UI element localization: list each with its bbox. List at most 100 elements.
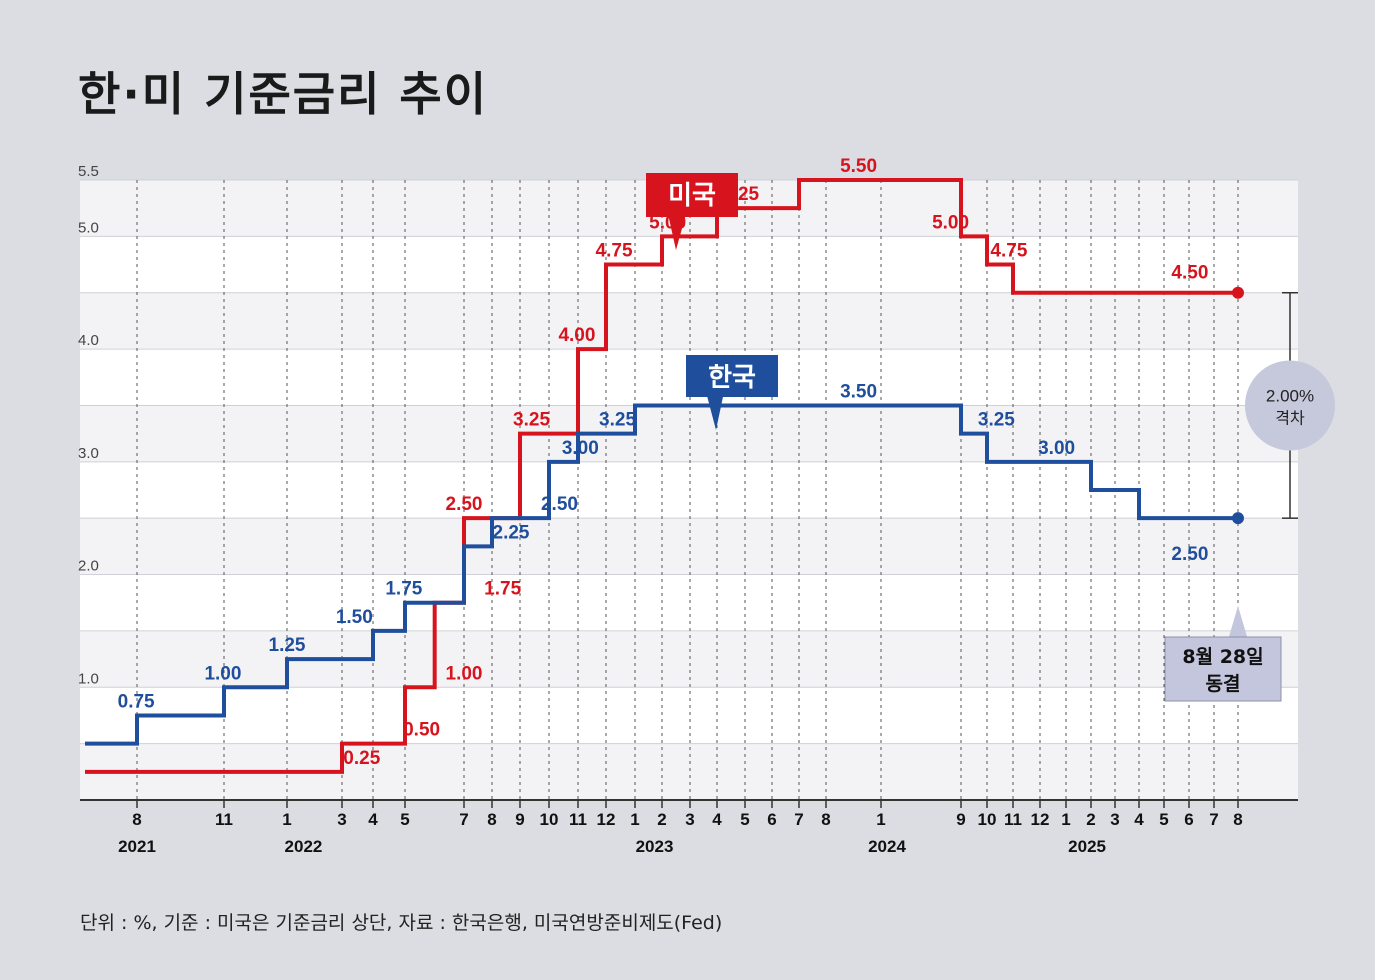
data-label: 4.75 <box>990 241 1027 262</box>
data-labels-kr: 0.751.001.251.501.752.252.503.003.253.50… <box>118 381 1209 712</box>
freeze-callout: 8월 28일 동결 <box>1164 606 1282 702</box>
x-tick-label: 12 <box>597 810 616 829</box>
data-label: 2.50 <box>541 494 578 515</box>
page-title: 한·미 기준금리 추이 <box>78 67 489 121</box>
x-tick-label: 3 <box>337 810 346 829</box>
year-label: 2024 <box>868 837 906 856</box>
x-tick-label: 4 <box>368 810 378 829</box>
freeze-callout-line2: 동결 <box>1206 673 1241 695</box>
freeze-callout-line1: 8월 28일 <box>1182 646 1263 668</box>
kr-callout-text: 한국 <box>708 363 756 393</box>
series-end-point <box>1232 512 1244 525</box>
freeze-callout-tail <box>1228 606 1248 640</box>
data-label: 1.75 <box>484 579 521 600</box>
year-labels: 2021 2022 2023 2024 2025 <box>118 837 1106 856</box>
gap-badge <box>1245 360 1335 451</box>
x-tick-label: 12 <box>1031 810 1050 829</box>
background-bands <box>80 179 1298 800</box>
us-callout-box <box>646 173 738 217</box>
data-label: 2.25 <box>493 522 530 543</box>
x-tick-label: 1 <box>630 810 639 829</box>
y-tick-label: 3.0 <box>78 445 99 462</box>
y-tick-label: 2.0 <box>78 558 99 575</box>
series-us <box>85 178 1244 774</box>
band <box>80 292 1298 350</box>
x-tick-label: 4 <box>712 810 722 829</box>
series-end-point <box>1232 286 1244 299</box>
x-tick-label: 8 <box>487 810 496 829</box>
x-tick-label: 2 <box>1086 810 1095 829</box>
x-tick-label: 11 <box>215 810 233 829</box>
data-label: 5.00 <box>932 212 969 233</box>
x-tick-label: 6 <box>1184 810 1193 829</box>
kr-callout-tail <box>706 392 724 430</box>
y-tick-label: 4.0 <box>78 332 99 349</box>
x-tick-label: 7 <box>794 810 803 829</box>
y-tick-label: 1.0 <box>78 670 99 687</box>
x-tick-label: 1 <box>1061 810 1070 829</box>
series-kr <box>85 403 1244 746</box>
data-label: 5.50 <box>840 156 877 177</box>
us-name-callout: 미국 <box>646 173 738 250</box>
x-tick-label: 7 <box>459 810 468 829</box>
x-tick-label: 10 <box>540 810 559 829</box>
x-tick-label: 8 <box>132 810 141 829</box>
data-label: 2.50 <box>446 494 483 515</box>
data-label: 3.00 <box>562 438 599 459</box>
kr-callout-box <box>686 355 778 397</box>
year-label: 2022 <box>285 837 323 856</box>
data-label: 1.00 <box>204 663 241 684</box>
x-tick-label: 3 <box>685 810 694 829</box>
x-tick-label: 9 <box>515 810 524 829</box>
x-tick-label: 11 <box>1004 810 1022 829</box>
data-label: 0.50 <box>403 720 440 741</box>
y-tick-label: 5.0 <box>78 219 99 236</box>
x-tick-label: 7 <box>1209 810 1218 829</box>
x-axis-ticks: 8 11 1 3 4 5 7 8 9 10 11 12 1 2 3 4 5 6 7 8 1 9 10 11 12 1 2 3 4 5 6 7 8 <box>132 800 1243 829</box>
band <box>80 574 1298 631</box>
current-rate-label: 4.50 <box>1171 263 1208 284</box>
x-tick-label: 11 <box>569 810 587 829</box>
data-label: 4.75 <box>596 241 633 262</box>
x-tick-label: 9 <box>956 810 965 829</box>
data-label: 3.25 <box>513 410 550 431</box>
band <box>80 630 1298 688</box>
data-label: 0.75 <box>118 691 155 712</box>
freeze-callout-box <box>1164 636 1282 702</box>
x-tick-label: 10 <box>978 810 997 829</box>
series-line <box>85 178 1238 774</box>
y-tick-label: 5.5 <box>78 163 99 180</box>
year-label: 2021 <box>118 837 156 856</box>
data-label: 0.25 <box>343 748 380 769</box>
gap-bracket: 2.00% 격차 <box>1245 291 1335 519</box>
source-note: 단위 : %, 기준 : 미국은 기준금리 상단, 자료 : 한국은행, 미국연… <box>80 912 723 934</box>
x-tick-label: 1 <box>876 810 885 829</box>
data-label: 1.75 <box>385 579 422 600</box>
gap-value: 2.00% <box>1266 386 1314 405</box>
x-tick-label: 5 <box>740 810 749 829</box>
band <box>80 236 1298 293</box>
x-tick-label: 3 <box>1110 810 1119 829</box>
x-tick-label: 5 <box>1159 810 1168 829</box>
data-label: 3.25 <box>599 410 636 431</box>
x-tick-label: 4 <box>1134 810 1144 829</box>
kr-name-callout: 한국 <box>686 355 778 430</box>
data-label: 1.50 <box>336 607 373 628</box>
series-line <box>85 403 1238 746</box>
band <box>80 405 1298 462</box>
x-tick-label: 8 <box>821 810 830 829</box>
data-label: 1.00 <box>446 663 483 684</box>
x-tick-label: 6 <box>767 810 776 829</box>
x-tick-label: 5 <box>400 810 409 829</box>
year-label: 2025 <box>1068 837 1106 856</box>
data-label: 3.00 <box>1038 438 1075 459</box>
band <box>80 518 1298 575</box>
band <box>80 687 1298 744</box>
us-callout-text: 미국 <box>668 181 716 211</box>
us-callout-tail <box>668 214 686 250</box>
year-label: 2023 <box>636 837 674 856</box>
data-label: 1.25 <box>269 635 306 656</box>
x-tick-label: 8 <box>1233 810 1242 829</box>
